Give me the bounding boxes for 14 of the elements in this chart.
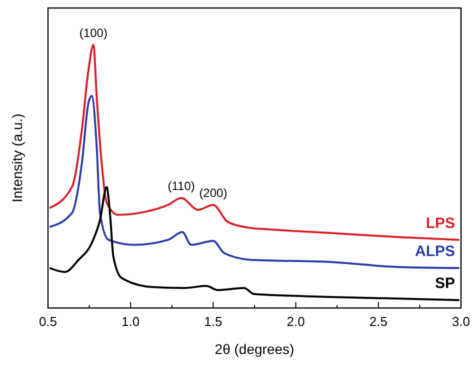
series-label: SP bbox=[434, 275, 455, 292]
annotation: (200) bbox=[199, 186, 228, 200]
annotation: (110) bbox=[168, 179, 195, 193]
annotation: (100) bbox=[79, 26, 108, 40]
x-tick-label: 1.5 bbox=[204, 314, 222, 329]
x-tick-label: 3.0 bbox=[452, 314, 470, 329]
x-tick-label: 2.5 bbox=[369, 314, 388, 329]
x-axis-title: 2θ (degrees) bbox=[214, 341, 294, 357]
x-tick-label: 2.0 bbox=[286, 314, 305, 329]
series-label: ALPS bbox=[414, 243, 455, 260]
series-label: LPS bbox=[426, 214, 455, 232]
x-tick-label: 1.0 bbox=[122, 314, 140, 329]
y-axis-title: Intensity (a.u.) bbox=[9, 114, 25, 202]
x-tick-label: 0.5 bbox=[38, 314, 58, 329]
